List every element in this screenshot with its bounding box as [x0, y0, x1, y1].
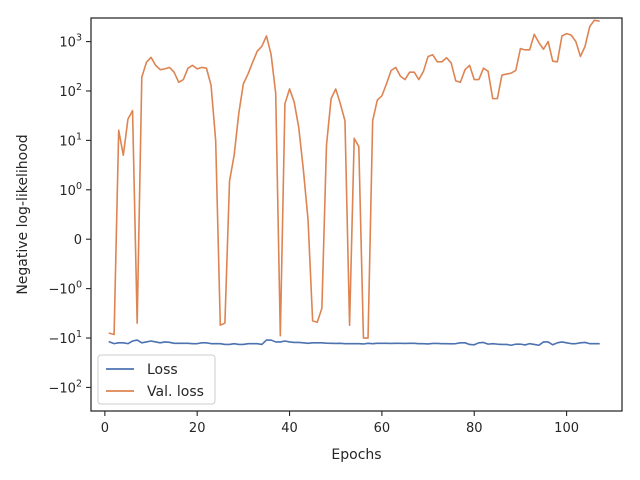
x-axis-ticks: 0 20 40 60 80 100 — [101, 411, 579, 436]
y-tick-label: 100 — [59, 181, 82, 199]
y-tick-label: 103 — [59, 33, 82, 51]
y-tick-label: 101 — [59, 131, 82, 149]
legend-entries: Loss Val. loss — [106, 362, 204, 400]
x-tick-label: 0 — [101, 421, 109, 436]
y-tick-label: −100 — [49, 280, 82, 298]
x-tick-label: 60 — [374, 421, 391, 436]
y-tick-label: −101 — [49, 329, 82, 347]
series-line-val-loss — [108, 19, 600, 339]
x-tick-label: 20 — [189, 421, 206, 436]
axes-frame — [90, 17, 623, 412]
y-axis-label: Negative log-likelihood — [15, 134, 31, 294]
legend-label-val-loss: Val. loss — [147, 384, 204, 400]
x-axis-label: Epochs — [331, 447, 381, 463]
series-line-loss — [108, 339, 600, 347]
y-tick-label: 0 — [74, 233, 82, 248]
y-tick-label: −102 — [49, 378, 82, 396]
x-tick-label: 40 — [281, 421, 298, 436]
plot-area — [90, 17, 623, 412]
y-tick-label: 102 — [59, 82, 82, 100]
series-layer — [108, 19, 600, 347]
legend: Loss Val. loss — [97, 354, 216, 405]
x-tick-label: 100 — [554, 421, 579, 436]
x-tick-label: 80 — [466, 421, 483, 436]
legend-label-loss: Loss — [147, 362, 178, 378]
y-axis-ticks: 103 102 101 100 0 −100 −101 −102 — [49, 33, 91, 396]
